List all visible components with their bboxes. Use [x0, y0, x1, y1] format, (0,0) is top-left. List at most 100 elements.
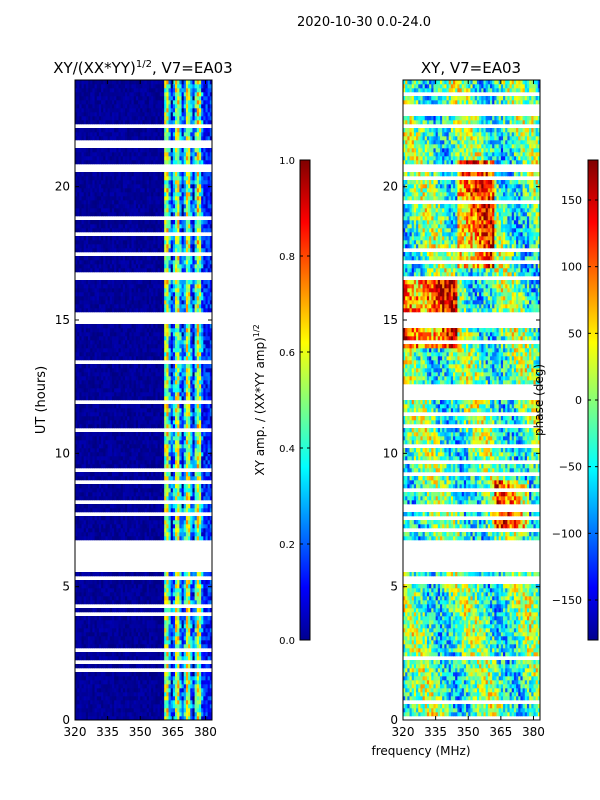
heatmap-cell	[188, 696, 191, 701]
heatmap-cell	[122, 632, 126, 637]
heatmap-cell	[190, 308, 193, 313]
heatmap-cell	[192, 436, 195, 441]
heatmap-cell	[196, 488, 200, 493]
heatmap-cell	[90, 336, 93, 341]
heatmap-cell	[127, 536, 130, 541]
heatmap-cell	[83, 716, 87, 720]
heatmap-cell	[122, 324, 126, 329]
heatmap-cell	[118, 464, 122, 469]
heatmap-cell	[116, 692, 119, 697]
heatmap-cell	[142, 496, 145, 501]
heatmap-cell	[183, 672, 187, 677]
heatmap-cell	[164, 492, 167, 497]
heatmap-cell	[168, 704, 172, 709]
heatmap-cell	[125, 652, 128, 657]
heatmap-cell	[148, 584, 152, 589]
heatmap-cell	[164, 632, 167, 637]
heatmap-cell	[194, 700, 198, 705]
heatmap-cell	[172, 308, 176, 313]
heatmap-cell	[85, 572, 89, 577]
heatmap-cell	[188, 364, 191, 369]
heatmap-cell	[83, 712, 87, 717]
heatmap-cell	[111, 692, 115, 697]
heatmap-cell	[129, 324, 132, 329]
heatmap-cell	[181, 600, 185, 605]
heatmap-cell	[146, 680, 150, 685]
heatmap-cell	[207, 384, 211, 389]
heatmap-cell	[159, 664, 163, 669]
heatmap-cell	[148, 416, 152, 421]
heatmap-cell	[111, 368, 115, 373]
heatmap-cell	[138, 704, 141, 709]
heatmap-cell	[198, 672, 202, 677]
heatmap-cell	[203, 456, 206, 461]
heatmap-cell	[120, 396, 124, 401]
heatmap-cell	[125, 456, 128, 461]
heatmap-cell	[109, 388, 113, 393]
heatmap-cell	[101, 532, 104, 537]
heatmap-cell	[120, 464, 124, 469]
heatmap-cell	[98, 436, 102, 441]
heatmap-cell	[183, 608, 187, 613]
heatmap-cell	[207, 416, 211, 421]
heatmap-cell	[133, 624, 137, 629]
heatmap-cell	[98, 332, 102, 337]
heatmap-cell	[209, 672, 212, 677]
heatmap-cell	[205, 328, 209, 333]
heatmap-cell	[75, 448, 78, 453]
heatmap-cell	[81, 432, 85, 437]
heatmap-cell	[183, 692, 187, 697]
heatmap-cell	[109, 584, 113, 589]
heatmap-cell	[194, 680, 198, 685]
heatmap-cell	[181, 592, 185, 597]
heatmap-cell	[181, 420, 185, 425]
heatmap-cell	[166, 708, 169, 713]
heatmap-cell	[125, 676, 128, 681]
heatmap-cell	[177, 484, 180, 489]
heatmap-cell	[88, 508, 91, 513]
heatmap-cell	[79, 624, 82, 629]
heatmap-cell	[170, 308, 174, 313]
heatmap-cell	[172, 420, 176, 425]
heatmap-cell	[170, 532, 174, 537]
heatmap-cell	[179, 608, 182, 613]
heatmap-cell	[203, 344, 206, 349]
heatmap-cell	[159, 328, 163, 333]
heatmap-cell	[151, 436, 154, 441]
heatmap-cell	[157, 696, 161, 701]
heatmap-cell	[207, 372, 211, 377]
heatmap-cell	[181, 680, 185, 685]
heatmap-cell	[88, 644, 91, 649]
heatmap-cell	[185, 384, 189, 389]
heatmap-cell	[105, 508, 109, 513]
heatmap-cell	[114, 352, 117, 357]
heatmap-cell	[118, 368, 122, 373]
heatmap-cell	[144, 620, 148, 625]
heatmap-cell	[103, 388, 106, 393]
heatmap-cell	[98, 620, 102, 625]
heatmap-cell	[90, 304, 93, 309]
heatmap-cell	[83, 672, 87, 677]
heatmap-cell	[122, 672, 126, 677]
heatmap-cell	[146, 536, 150, 541]
heatmap-cell	[181, 444, 185, 449]
heatmap-cell	[144, 376, 148, 381]
heatmap-cell	[194, 524, 198, 529]
heatmap-cell	[151, 444, 154, 449]
heatmap-cell	[179, 380, 182, 385]
heatmap-cell	[209, 356, 212, 361]
heatmap-cell	[77, 436, 80, 441]
heatmap-cell	[144, 496, 148, 501]
heatmap-cell	[75, 520, 78, 525]
heatmap-cell	[114, 488, 117, 493]
heatmap-cell	[83, 424, 87, 429]
heatmap-cell	[111, 584, 115, 589]
heatmap-cell	[164, 700, 167, 705]
heatmap-cell	[90, 696, 93, 701]
heatmap-cell	[168, 628, 172, 633]
heatmap-cell	[120, 688, 124, 693]
heatmap-cell	[135, 392, 139, 397]
heatmap-cell	[155, 452, 159, 457]
heatmap-cell	[146, 608, 150, 613]
heatmap-cell	[185, 324, 189, 329]
